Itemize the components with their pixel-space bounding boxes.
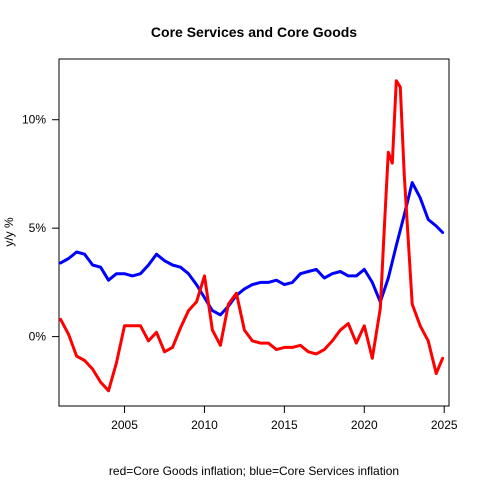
y-tick-label: 10%: [22, 113, 46, 127]
y-axis-label: y/y %: [2, 217, 16, 247]
x-axis: 2005 2010 2015 2020 2025: [111, 405, 458, 432]
chart-title: Core Services and Core Goods: [151, 24, 357, 40]
y-axis: 0% 5% 10%: [22, 113, 60, 344]
y-tick-label: 0%: [29, 330, 47, 344]
x-axis-label: red=Core Goods inflation; blue=Core Serv…: [109, 464, 399, 478]
y-tick-label: 5%: [29, 221, 47, 235]
x-tick-label: 2015: [271, 418, 298, 432]
x-tick-label: 2005: [111, 418, 138, 432]
x-tick-label: 2025: [431, 418, 458, 432]
series-line-core-goods: [59, 79, 445, 393]
x-tick-label: 2020: [351, 418, 378, 432]
series-layer: [59, 79, 445, 393]
x-tick-label: 2010: [191, 418, 218, 432]
